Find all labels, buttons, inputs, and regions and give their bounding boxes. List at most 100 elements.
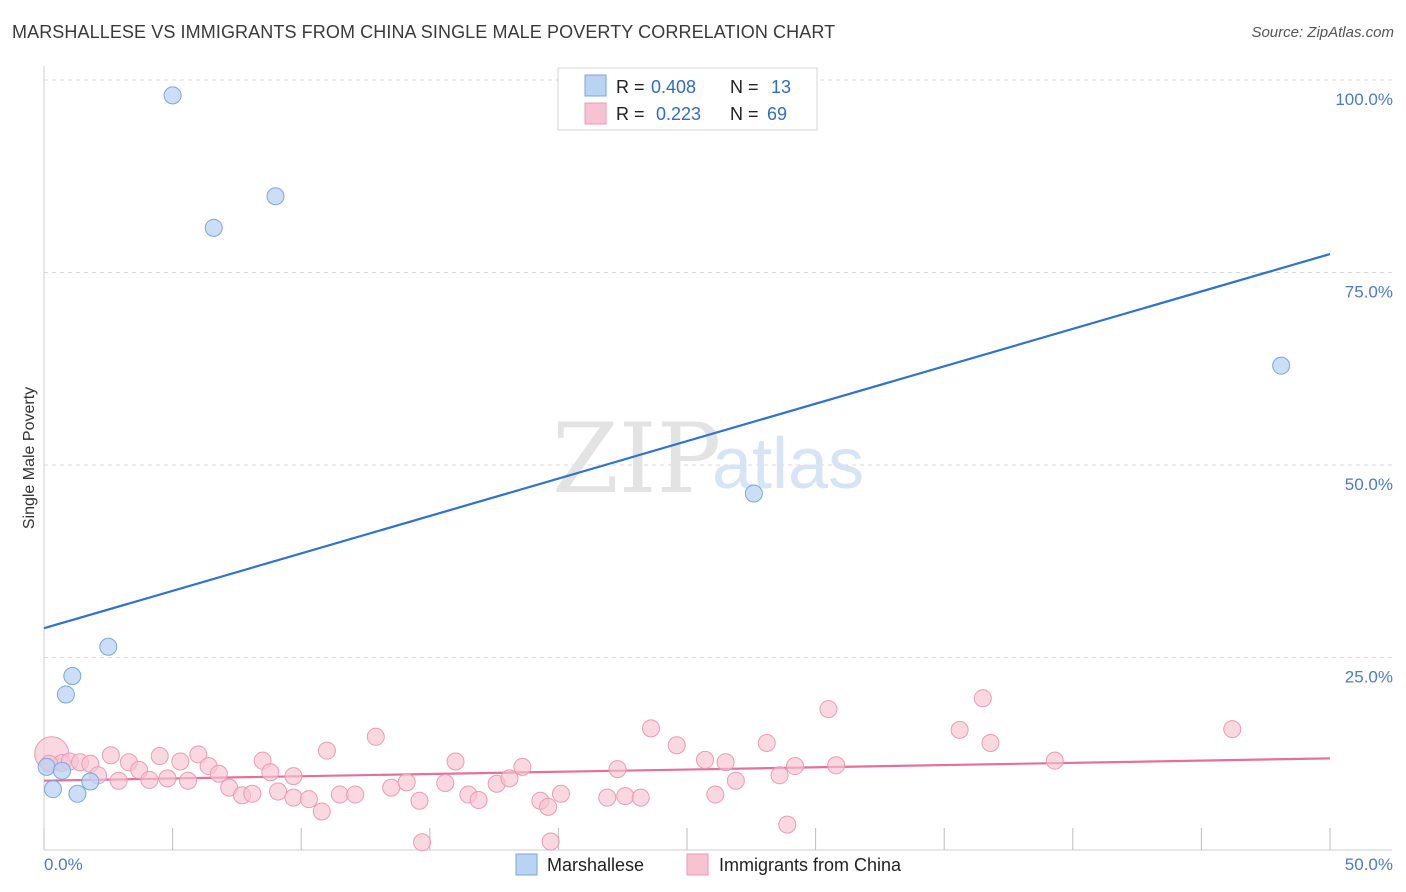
- data-point-china: [641, 719, 660, 738]
- series-label-china: Immigrants from China: [719, 855, 902, 875]
- data-point-china: [410, 791, 429, 810]
- data-point-marshallese: [44, 780, 63, 799]
- data-point-china: [150, 747, 169, 766]
- x-tick-label: 0.0%: [44, 855, 83, 874]
- data-point-china: [786, 757, 805, 776]
- source-label: Source: ZipAtlas.com: [1251, 24, 1394, 41]
- data-point-china: [541, 832, 560, 851]
- data-point-marshallese: [99, 637, 118, 656]
- data-point-china: [551, 784, 570, 803]
- y-tick-label: 100.0%: [1335, 90, 1393, 109]
- data-point-china: [608, 760, 627, 779]
- grid-layer: [44, 79, 1392, 658]
- legend-n-value: 13: [771, 77, 791, 97]
- data-point-china: [696, 750, 715, 769]
- data-point-china: [158, 769, 177, 788]
- data-point-marshallese: [37, 757, 56, 776]
- watermark-zip: ZIP: [552, 403, 721, 515]
- legend-r-value: 0.223: [656, 104, 701, 124]
- data-point-china: [243, 784, 262, 803]
- y-tick-label: 50.0%: [1345, 475, 1393, 494]
- data-point-china: [299, 790, 318, 809]
- data-point-china: [950, 720, 969, 739]
- series-label-marshallese: Marshallese: [547, 855, 644, 875]
- data-point-marshallese: [1272, 356, 1291, 375]
- data-point-china: [1223, 720, 1242, 739]
- watermark-atlas: atlas: [712, 424, 864, 504]
- legend-r-label: R =: [616, 104, 645, 124]
- legend-r-label: R =: [616, 77, 645, 97]
- chart-title: MARSHALLESE VS IMMIGRANTS FROM CHINA SIN…: [12, 22, 836, 42]
- data-point-china: [171, 752, 190, 771]
- data-point-china: [1045, 751, 1064, 770]
- data-point-china: [513, 757, 532, 776]
- data-point-marshallese: [63, 666, 82, 685]
- data-point-marshallese: [204, 218, 223, 237]
- legend-swatch-china: [584, 102, 607, 125]
- data-point-china: [436, 774, 455, 793]
- data-point-china: [631, 788, 650, 807]
- data-point-marshallese: [68, 784, 87, 803]
- y-axis-label: Single Male Poverty: [21, 387, 38, 529]
- data-point-china: [616, 787, 635, 806]
- data-point-china: [770, 766, 789, 785]
- data-point-china: [317, 741, 336, 760]
- data-point-china: [179, 771, 198, 790]
- data-point-china: [981, 733, 1000, 752]
- data-point-china: [101, 746, 120, 765]
- correlation-legend: R = 0.408 N = 13 R = 0.223 N = 69: [557, 67, 818, 131]
- data-point-china: [539, 797, 558, 816]
- data-point-china: [209, 764, 228, 783]
- data-point-china: [269, 782, 288, 801]
- legend-r-value: 0.408: [651, 77, 696, 97]
- data-point-china: [598, 788, 617, 807]
- data-point-china: [706, 785, 725, 804]
- data-point-china: [284, 767, 303, 786]
- data-point-china: [973, 689, 992, 708]
- series-swatch-china: [686, 853, 709, 876]
- data-point-china: [757, 733, 776, 752]
- series-swatch-marshallese: [515, 853, 538, 876]
- data-point-china: [446, 752, 465, 771]
- data-point-china: [397, 773, 416, 792]
- data-point-china: [382, 778, 401, 797]
- data-point-china: [778, 815, 797, 834]
- data-point-china: [500, 769, 519, 788]
- data-point-china: [366, 727, 385, 746]
- data-point-china: [330, 785, 349, 804]
- data-point-china: [261, 763, 280, 782]
- legend-n-label: N =: [730, 77, 759, 97]
- y-tick-label: 75.0%: [1345, 283, 1393, 302]
- data-point-china: [109, 771, 128, 790]
- data-point-china: [284, 788, 303, 807]
- data-point-marshallese: [81, 772, 100, 791]
- data-point-marshallese: [56, 685, 75, 704]
- legend-swatch-marshallese: [584, 74, 607, 97]
- data-point-china: [667, 736, 686, 755]
- data-point-china: [312, 802, 331, 821]
- series-legend: Marshallese Immigrants from China: [515, 853, 902, 876]
- y-tick-label: 25.0%: [1345, 668, 1393, 687]
- data-point-china: [726, 771, 745, 790]
- data-point-china: [716, 753, 735, 772]
- data-point-marshallese: [163, 86, 182, 105]
- points-layer: [34, 86, 1291, 852]
- data-point-china: [827, 756, 846, 775]
- data-point-china: [819, 700, 838, 719]
- data-point-china: [140, 770, 159, 789]
- trend-line-marshallese: [43, 252, 1331, 630]
- x-tick-label: 50.0%: [1345, 855, 1393, 874]
- data-point-china: [189, 745, 208, 764]
- axis-layer: 25.0% 50.0% 75.0% 100.0% 0.0% 50.0%: [43, 66, 1393, 874]
- watermark: ZIP atlas: [552, 403, 864, 515]
- data-point-china: [346, 785, 365, 804]
- data-point-china: [469, 790, 488, 809]
- data-point-marshallese: [53, 761, 72, 780]
- data-point-marshallese: [744, 484, 763, 503]
- data-point-marshallese: [266, 187, 285, 206]
- legend-n-value: 69: [767, 104, 787, 124]
- legend-n-label: N =: [730, 104, 759, 124]
- trend-line-china: [43, 757, 1331, 782]
- trend-layer: [43, 252, 1331, 782]
